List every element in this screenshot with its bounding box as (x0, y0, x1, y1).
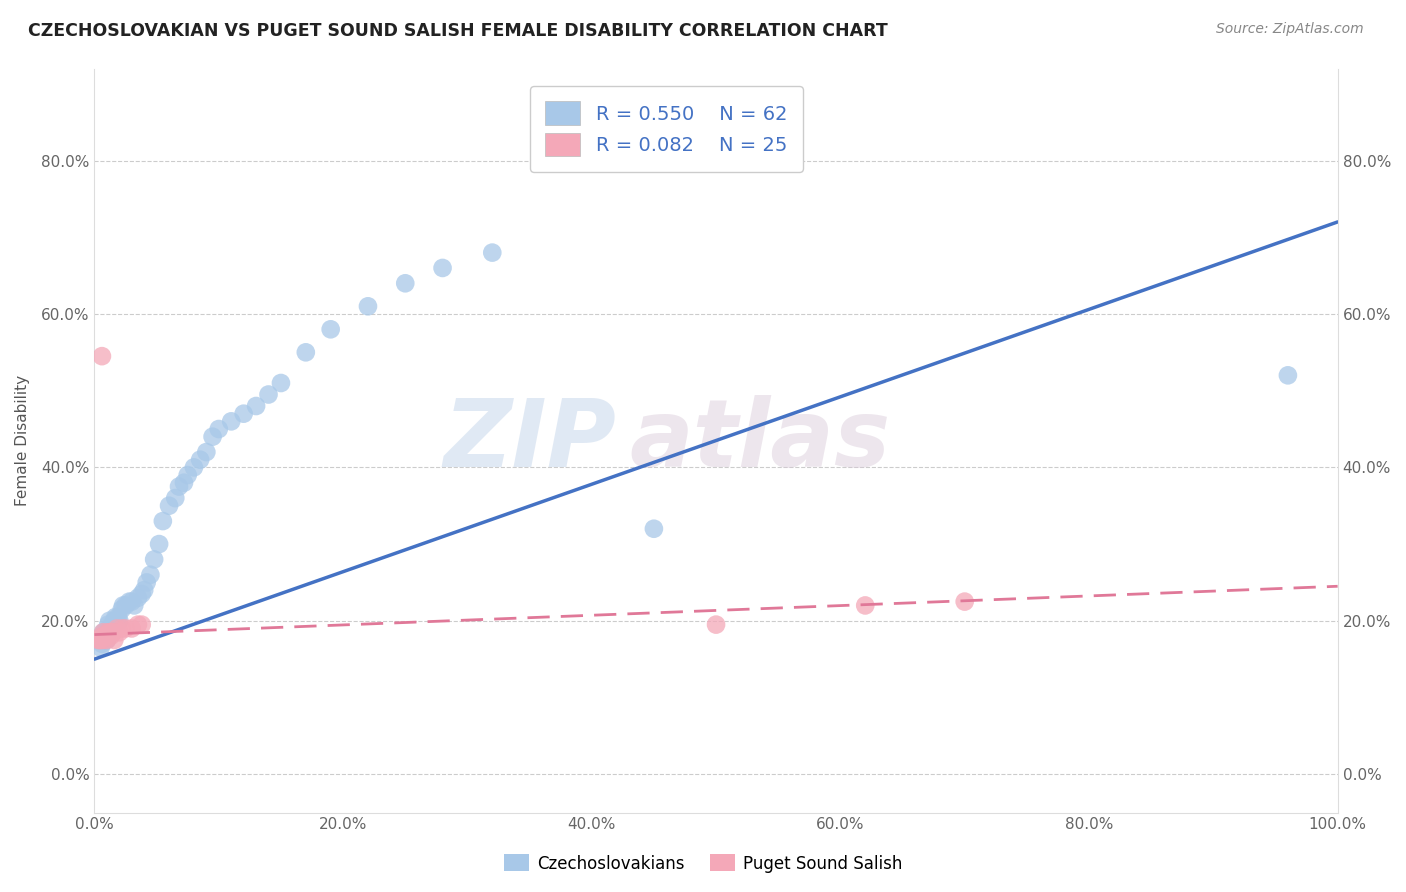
Legend: Czechoslovakians, Puget Sound Salish: Czechoslovakians, Puget Sound Salish (498, 847, 908, 880)
Point (101, 617, 124, 632)
Point (89, 632, 111, 647)
Point (208, 422, 231, 436)
Point (114, 622, 136, 636)
Point (270, 376, 292, 390)
Point (173, 475, 195, 490)
Point (91, 632, 114, 647)
Point (112, 599, 135, 613)
Point (96, 632, 118, 647)
Point (94, 629, 117, 643)
Point (139, 567, 162, 582)
Point (101, 625, 124, 640)
Point (103, 632, 125, 647)
Point (98, 625, 121, 640)
Point (148, 537, 170, 551)
Point (97, 625, 120, 640)
Point (219, 414, 242, 428)
Point (97, 617, 120, 632)
Point (127, 617, 149, 632)
Point (704, 617, 727, 632)
Y-axis label: Female Disability: Female Disability (15, 375, 30, 506)
Point (93, 629, 115, 643)
Point (201, 430, 224, 444)
Point (131, 587, 153, 601)
Point (111, 602, 134, 616)
Point (134, 583, 156, 598)
Point (177, 468, 200, 483)
Point (105, 622, 128, 636)
Point (91, 625, 114, 640)
Point (90, 632, 112, 647)
Point (90, 629, 112, 643)
Point (108, 625, 131, 640)
Point (98, 614, 121, 628)
Point (232, 407, 254, 421)
Point (131, 617, 153, 632)
Point (853, 599, 876, 613)
Point (108, 614, 131, 628)
Point (167, 479, 190, 493)
Legend: R = 0.550    N = 62, R = 0.082    N = 25: R = 0.550 N = 62, R = 0.082 N = 25 (530, 86, 803, 172)
Point (121, 622, 143, 636)
Point (135, 575, 157, 590)
Point (94, 632, 117, 647)
Text: CZECHOSLOVAKIAN VS PUGET SOUND SALISH FEMALE DISABILITY CORRELATION CHART: CZECHOSLOVAKIAN VS PUGET SOUND SALISH FE… (28, 22, 887, 40)
Point (183, 460, 205, 475)
Text: ZIP: ZIP (444, 394, 617, 486)
Point (90, 632, 112, 647)
Point (394, 277, 416, 291)
Point (357, 299, 380, 313)
Point (319, 322, 342, 336)
Text: Source: ZipAtlas.com: Source: ZipAtlas.com (1216, 22, 1364, 37)
Point (114, 599, 136, 613)
Point (89, 632, 111, 647)
Point (91, 625, 114, 640)
Point (98, 622, 121, 636)
Point (96, 625, 118, 640)
Point (245, 399, 267, 413)
Point (100, 629, 122, 643)
Point (90, 349, 112, 363)
Point (111, 622, 134, 636)
Point (87, 632, 110, 647)
Point (165, 491, 187, 505)
Point (432, 260, 454, 275)
Point (94, 629, 117, 643)
Text: atlas: atlas (628, 394, 890, 486)
Point (103, 614, 125, 628)
Point (93, 625, 115, 640)
Point (104, 610, 127, 624)
Point (107, 610, 129, 624)
Point (1277, 368, 1299, 383)
Point (143, 552, 166, 566)
Point (93, 632, 115, 647)
Point (97, 625, 120, 640)
Point (643, 522, 665, 536)
Point (481, 245, 503, 260)
Point (195, 445, 218, 459)
Point (127, 591, 149, 605)
Point (121, 594, 143, 608)
Point (953, 594, 976, 608)
Point (90, 640, 112, 655)
Point (100, 622, 122, 636)
Point (90, 637, 112, 651)
Point (101, 625, 124, 640)
Point (96, 632, 118, 647)
Point (157, 499, 180, 513)
Point (90, 629, 112, 643)
Point (122, 599, 145, 613)
Point (295, 345, 318, 359)
Point (105, 614, 128, 628)
Point (188, 452, 211, 467)
Point (257, 387, 280, 401)
Point (118, 594, 141, 608)
Point (91, 632, 114, 647)
Point (152, 514, 174, 528)
Point (101, 617, 124, 632)
